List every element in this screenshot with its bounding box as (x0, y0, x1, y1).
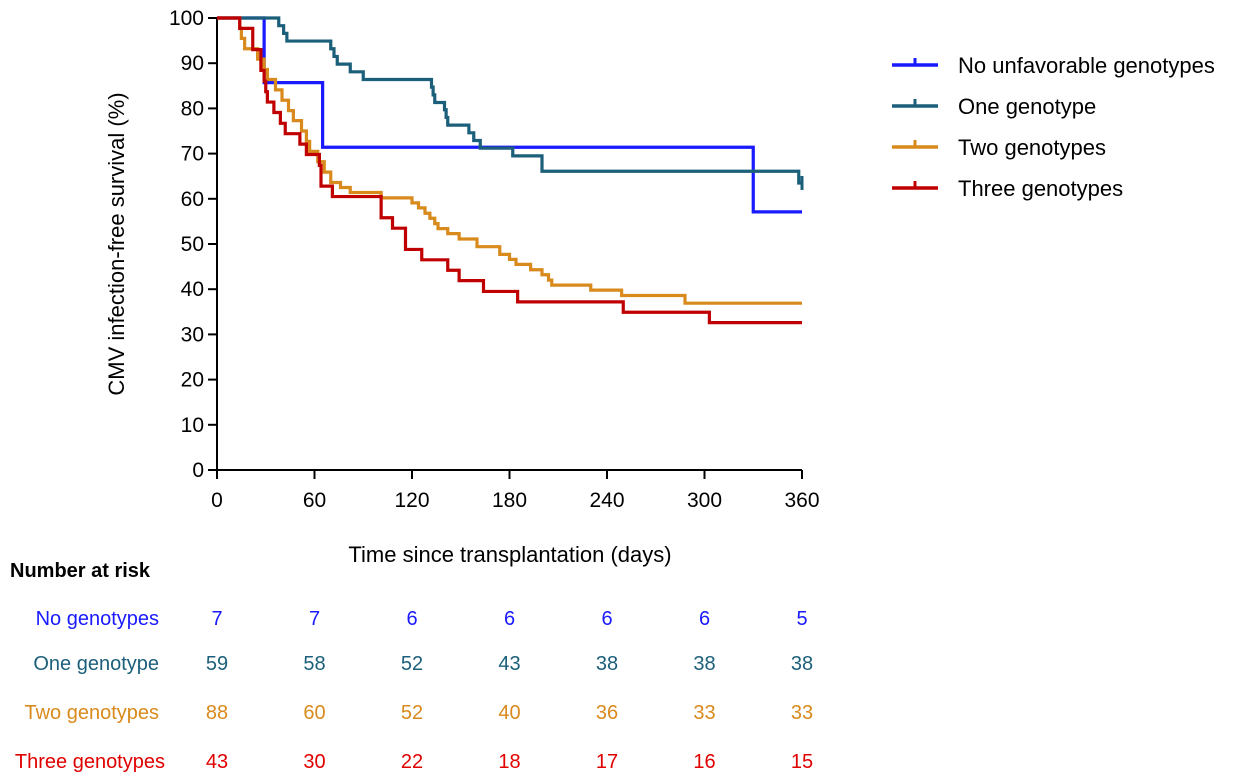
risk-cell: 17 (595, 751, 619, 773)
y-tick-label: 50 (181, 233, 204, 256)
risk-cell: 7 (308, 608, 321, 630)
x-tick-label: 300 (687, 489, 722, 512)
y-tick-label: 70 (181, 143, 204, 166)
risk-cell: 38 (693, 653, 716, 675)
legend-label: Two genotypes (958, 135, 1106, 160)
x-tick-label: 180 (492, 489, 527, 512)
risk-cell: 22 (400, 751, 424, 773)
risk-cell: 18 (498, 751, 521, 773)
series-line-4 (217, 16, 802, 325)
risk-cell: 5 (796, 608, 808, 630)
risk-cell: 88 (205, 702, 229, 724)
risk-cell: 30 (303, 751, 326, 773)
y-tick-label: 40 (181, 278, 204, 301)
y-tick-label: 10 (181, 414, 204, 437)
x-axis-title: Time since transplantation (days) (348, 542, 671, 567)
legend: No unfavorable genotypes One genotype Two … (892, 53, 1215, 201)
risk-cell: 7 (211, 608, 223, 630)
risk-row-label: Two genotypes (24, 702, 159, 724)
risk-cell: 15 (790, 751, 814, 773)
risk-cell: 52 (400, 702, 424, 724)
series-line-2 (217, 16, 802, 185)
series-layer (217, 16, 804, 325)
legend-label: Three genotypes (958, 176, 1123, 201)
y-tick-label: 30 (181, 323, 204, 346)
risk-row-label: No genotypes (35, 608, 159, 630)
x-tick-label: 0 (211, 489, 223, 512)
risk-cell: 36 (595, 702, 619, 724)
y-tick-label: 90 (181, 52, 204, 75)
x-tick-label: 360 (784, 489, 819, 512)
y-axis-title: CMV infection-free survival (%) (104, 92, 129, 395)
legend-label: One genotype (958, 94, 1096, 119)
risk-cell: 6 (406, 608, 418, 630)
risk-row-label: One genotype (33, 653, 159, 675)
legend-label: No unfavorable genotypes (958, 53, 1215, 78)
risk-cell: 52 (400, 653, 424, 675)
risk-cell: 60 (303, 702, 326, 724)
x-tick-label: 240 (589, 489, 624, 512)
x-tick-label: 60 (303, 489, 326, 512)
risk-cell: 33 (790, 702, 814, 724)
risk-table-title: Number at risk (10, 560, 151, 582)
risk-cell: 58 (303, 653, 326, 675)
risk-row-label: Three genotypes (14, 751, 165, 773)
risk-cell: 43 (498, 653, 521, 675)
risk-cell: 38 (790, 653, 814, 675)
x-tick-label: 120 (394, 489, 429, 512)
risk-cell: 6 (601, 608, 613, 630)
x-axis: 0 60 120 180 240 300 360 (211, 469, 820, 512)
risk-cell: 38 (595, 653, 619, 675)
risk-cell: 6 (503, 608, 516, 630)
risk-cell: 59 (205, 653, 229, 675)
y-tick-label: 80 (181, 97, 204, 120)
risk-cell: 43 (205, 751, 229, 773)
risk-cell: 40 (498, 702, 521, 724)
y-tick-label: 20 (181, 369, 204, 392)
risk-cell: 16 (693, 751, 716, 773)
y-tick-label: 0 (192, 459, 204, 482)
series-line-1 (217, 16, 802, 214)
y-tick-label: 100 (169, 7, 204, 30)
risk-cell: 33 (693, 702, 716, 724)
y-tick-label: 60 (181, 188, 204, 211)
series-line-3 (217, 16, 802, 305)
y-axis: 0 10 20 30 40 50 60 70 80 90 100 (169, 7, 218, 482)
risk-cell: 6 (698, 608, 711, 630)
